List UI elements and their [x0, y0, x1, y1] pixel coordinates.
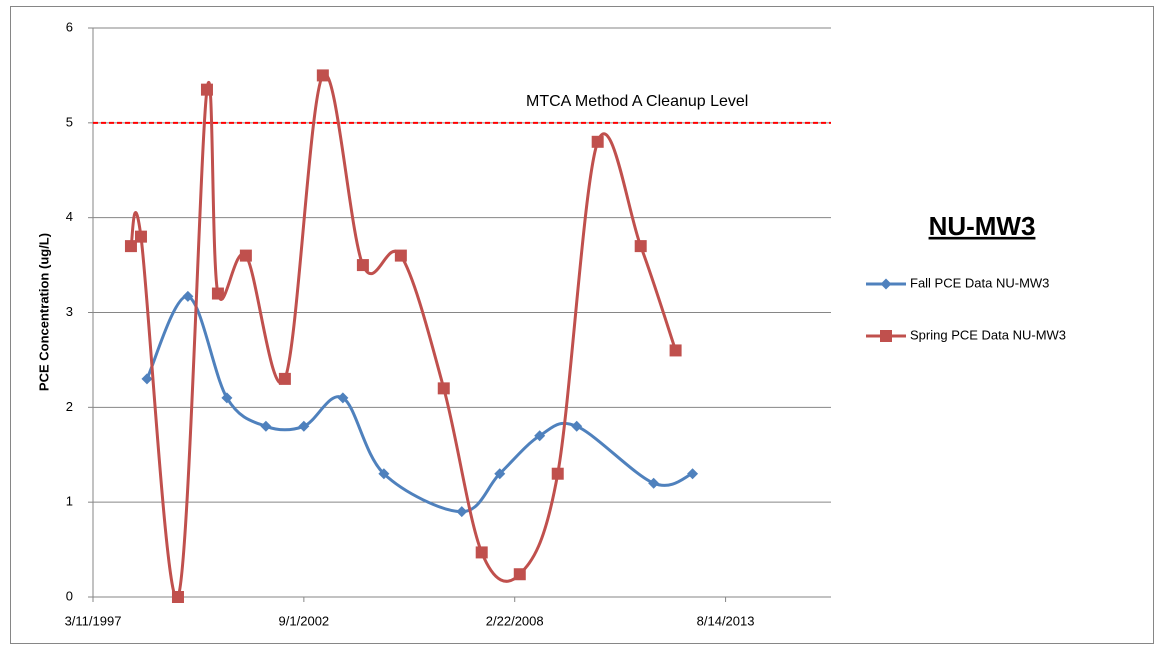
- x-tick-label: 2/22/2008: [486, 613, 544, 628]
- legend-label: Fall PCE Data NU-MW3: [910, 275, 1049, 290]
- data-point: [141, 373, 153, 385]
- data-point: [260, 420, 272, 432]
- data-point: [513, 568, 526, 581]
- y-tick-label: 3: [66, 304, 73, 319]
- data-point: [182, 290, 194, 302]
- data-point: [239, 249, 252, 262]
- legend-label: Spring PCE Data NU-MW3: [910, 327, 1066, 342]
- data-point: [551, 467, 564, 480]
- y-axis-label: PCE Concentration (ug/L): [36, 233, 51, 391]
- data-point: [456, 506, 468, 518]
- legend-marker: [880, 330, 892, 342]
- data-point: [278, 372, 291, 385]
- data-point: [437, 382, 450, 395]
- data-point: [571, 420, 583, 432]
- data-point: [298, 420, 310, 432]
- data-point: [591, 135, 604, 148]
- y-tick-label: 0: [66, 588, 73, 603]
- data-point: [394, 249, 407, 262]
- y-tick-label: 1: [66, 494, 73, 509]
- data-point: [634, 240, 647, 253]
- chart-border: [10, 6, 1154, 644]
- x-tick-label: 9/1/2002: [279, 613, 330, 628]
- data-point: [200, 83, 213, 96]
- data-point: [337, 392, 349, 404]
- legend-marker: [880, 278, 892, 290]
- data-point: [648, 477, 660, 489]
- data-point: [211, 287, 224, 300]
- data-point: [316, 69, 329, 82]
- x-tick-label: 3/11/1997: [65, 613, 122, 628]
- data-point: [221, 392, 233, 404]
- data-point: [687, 468, 699, 480]
- data-point: [669, 344, 682, 357]
- y-tick-label: 6: [66, 19, 73, 34]
- y-tick-label: 5: [66, 114, 73, 129]
- data-point: [171, 591, 184, 603]
- reference-label: MTCA Method A Cleanup Level: [526, 93, 748, 110]
- data-point: [475, 546, 488, 559]
- data-point: [534, 430, 546, 442]
- data-point: [124, 240, 137, 253]
- x-tick-label: 8/14/2013: [697, 613, 755, 628]
- legend-title: NU-MW3: [929, 211, 1036, 241]
- y-tick-label: 2: [66, 399, 73, 414]
- data-point: [494, 468, 506, 480]
- data-point: [378, 468, 390, 480]
- data-point: [356, 259, 369, 272]
- y-tick-label: 4: [66, 209, 73, 224]
- data-point: [134, 230, 147, 243]
